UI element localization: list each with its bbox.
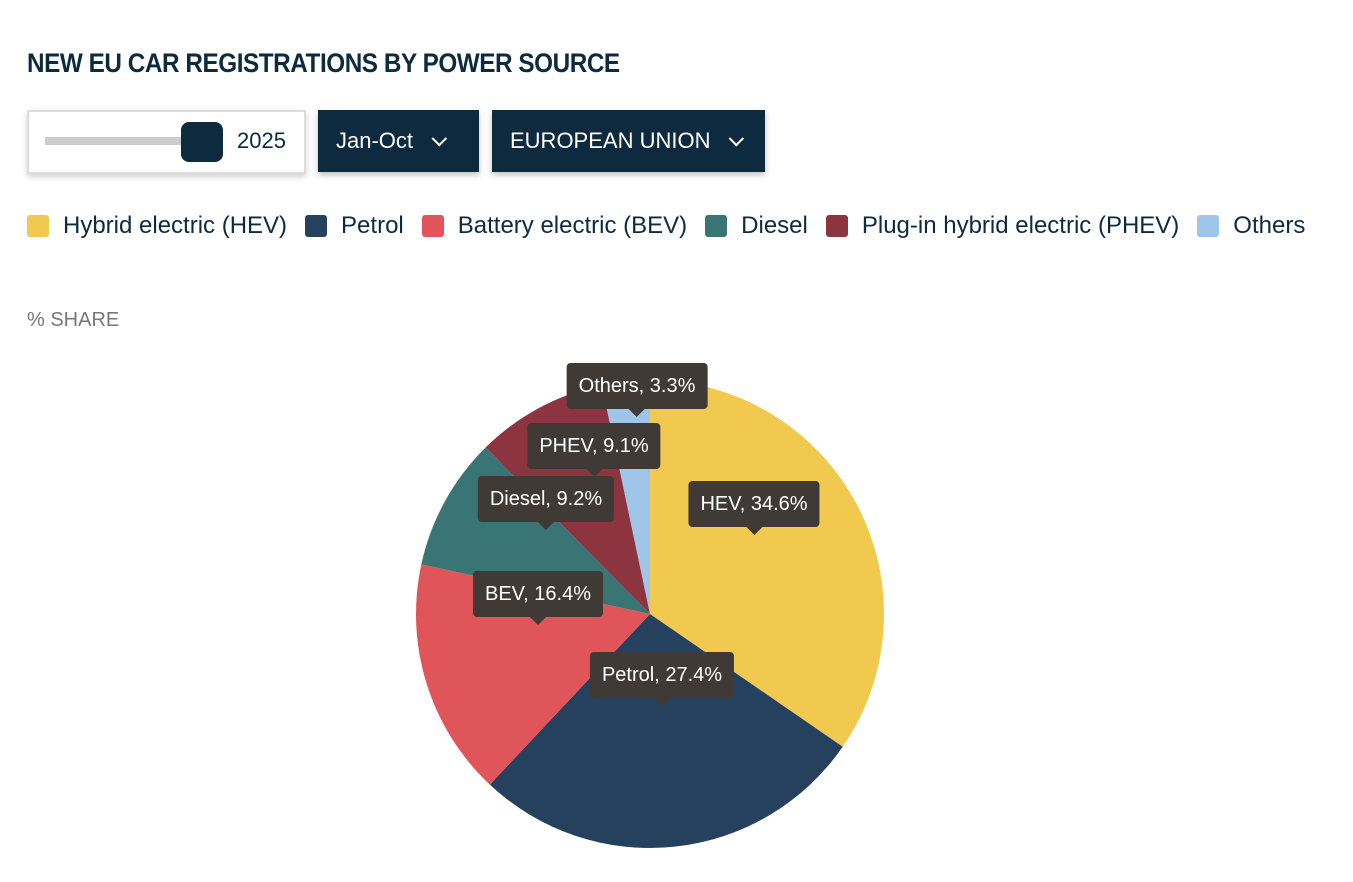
slider-thumb[interactable] — [181, 122, 223, 162]
data-label-hev: HEV, 34.6% — [688, 481, 820, 535]
legend-item[interactable]: Petrol — [305, 207, 404, 245]
pie-slice-bev[interactable] — [415, 564, 650, 785]
legend-item[interactable]: Diesel — [705, 207, 808, 245]
legend-label: Others — [1233, 212, 1306, 239]
region-value: EUROPEAN UNION — [510, 128, 711, 153]
legend-item[interactable]: Others — [1197, 207, 1305, 245]
data-label-others: Others, 3.3% — [566, 363, 708, 417]
legend-swatch — [1197, 215, 1220, 237]
pie-slice-petrol[interactable] — [489, 614, 843, 848]
pie-slice-hev[interactable] — [650, 380, 884, 747]
data-label-bev: BEV, 16.4% — [472, 571, 604, 625]
legend-label: Battery electric (BEV) — [457, 212, 688, 239]
legend-item[interactable]: Hybrid electric (HEV) — [27, 207, 287, 245]
legend-label: Plug-in hybrid electric (PHEV) — [861, 212, 1180, 239]
legend-item[interactable]: Battery electric (BEV) — [421, 207, 688, 245]
data-label-diesel: Diesel, 9.2% — [477, 476, 615, 530]
legend-swatch — [825, 215, 848, 237]
period-dropdown[interactable]: Jan-Oct — [318, 110, 479, 172]
data-label-petrol: Petrol, 27.4% — [589, 652, 735, 706]
year-slider[interactable]: 2025 — [27, 110, 306, 174]
data-label-phev: PHEV, 9.1% — [527, 423, 661, 477]
legend-label: Diesel — [741, 212, 808, 239]
legend-swatch — [27, 215, 49, 237]
slider-track[interactable] — [45, 137, 195, 145]
legend-swatch — [305, 215, 328, 237]
region-dropdown[interactable]: EUROPEAN UNION — [492, 110, 765, 172]
legend-swatch — [421, 215, 444, 237]
legend-item[interactable]: Plug-in hybrid electric (PHEV) — [825, 207, 1180, 245]
period-value: Jan-Oct — [336, 128, 414, 153]
chart-title: NEW EU CAR REGISTRATIONS BY POWER SOURCE — [27, 48, 620, 78]
legend-label: Hybrid electric (HEV) — [63, 212, 288, 239]
y-axis-label: % SHARE — [27, 309, 120, 331]
year-value: 2025 — [237, 128, 286, 153]
legend-swatch — [705, 215, 728, 237]
legend: Hybrid electric (HEV) Petrol Battery elect… — [27, 207, 1327, 245]
legend-label: Petrol — [341, 212, 404, 239]
